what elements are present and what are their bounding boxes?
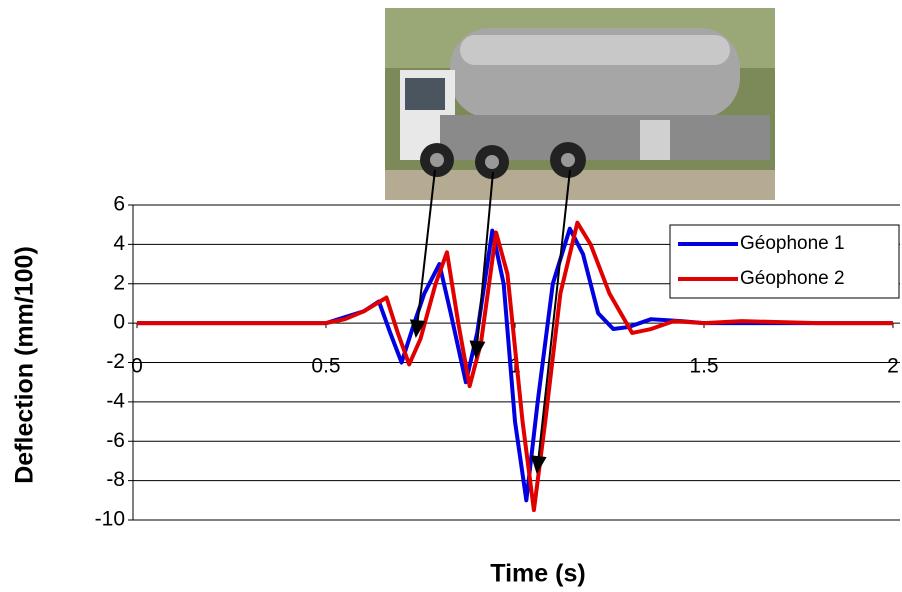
- y-tick-label: 0: [113, 311, 125, 334]
- y-tick-label: -6: [106, 429, 125, 452]
- y-tick-label: -2: [106, 350, 125, 373]
- x-tick-label: 1.5: [689, 355, 718, 378]
- x-axis-title: Time (s): [490, 560, 585, 588]
- legend-label: Géophone 2: [740, 268, 845, 289]
- y-tick-label: -10: [95, 508, 125, 531]
- legend: Géophone 1 Géophone 2: [669, 224, 900, 299]
- arrows: [409, 169, 571, 474]
- x-tick-label: 0.5: [311, 355, 340, 378]
- truck-photo: [385, 8, 775, 200]
- y-axis-title: Deflection (mm/100): [11, 246, 39, 484]
- y-tick-label: 2: [113, 271, 125, 294]
- y-tick-label: 6: [113, 193, 125, 216]
- x-tick-label: 0: [131, 355, 143, 378]
- y-tick-label: -4: [106, 389, 125, 412]
- x-tick-label: 2: [887, 355, 899, 378]
- y-tick-label: -8: [106, 468, 125, 491]
- legend-label: Géophone 1: [740, 233, 845, 254]
- y-tick-label: 4: [113, 232, 125, 255]
- legend-box: [669, 224, 900, 299]
